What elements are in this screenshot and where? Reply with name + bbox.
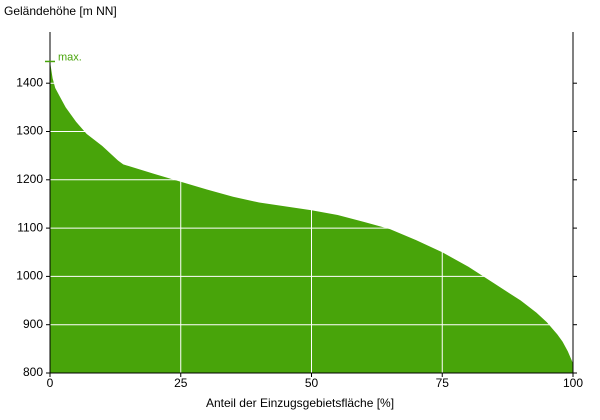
y-axis-label: Geländehöhe [m NN] bbox=[4, 4, 117, 18]
x-tick-label: 100 bbox=[563, 376, 583, 390]
y-tick-label: 1300 bbox=[16, 124, 43, 138]
y-tick-label: 1000 bbox=[16, 269, 43, 283]
x-axis-label: Anteil der Einzugsgebietsfläche [%] bbox=[206, 396, 394, 410]
y-tick-label: 1400 bbox=[16, 75, 43, 89]
y-tick-label: 800 bbox=[23, 365, 43, 379]
y-tick-label: 1100 bbox=[17, 220, 43, 234]
max-label: max. bbox=[58, 51, 82, 63]
x-tick-label: 0 bbox=[47, 376, 54, 390]
x-tick-label: 25 bbox=[174, 376, 188, 390]
x-tick-label: 75 bbox=[436, 376, 450, 390]
x-tick-label: 50 bbox=[305, 376, 319, 390]
y-tick-label: 900 bbox=[23, 317, 43, 331]
y-tick-label: 1200 bbox=[16, 172, 43, 186]
